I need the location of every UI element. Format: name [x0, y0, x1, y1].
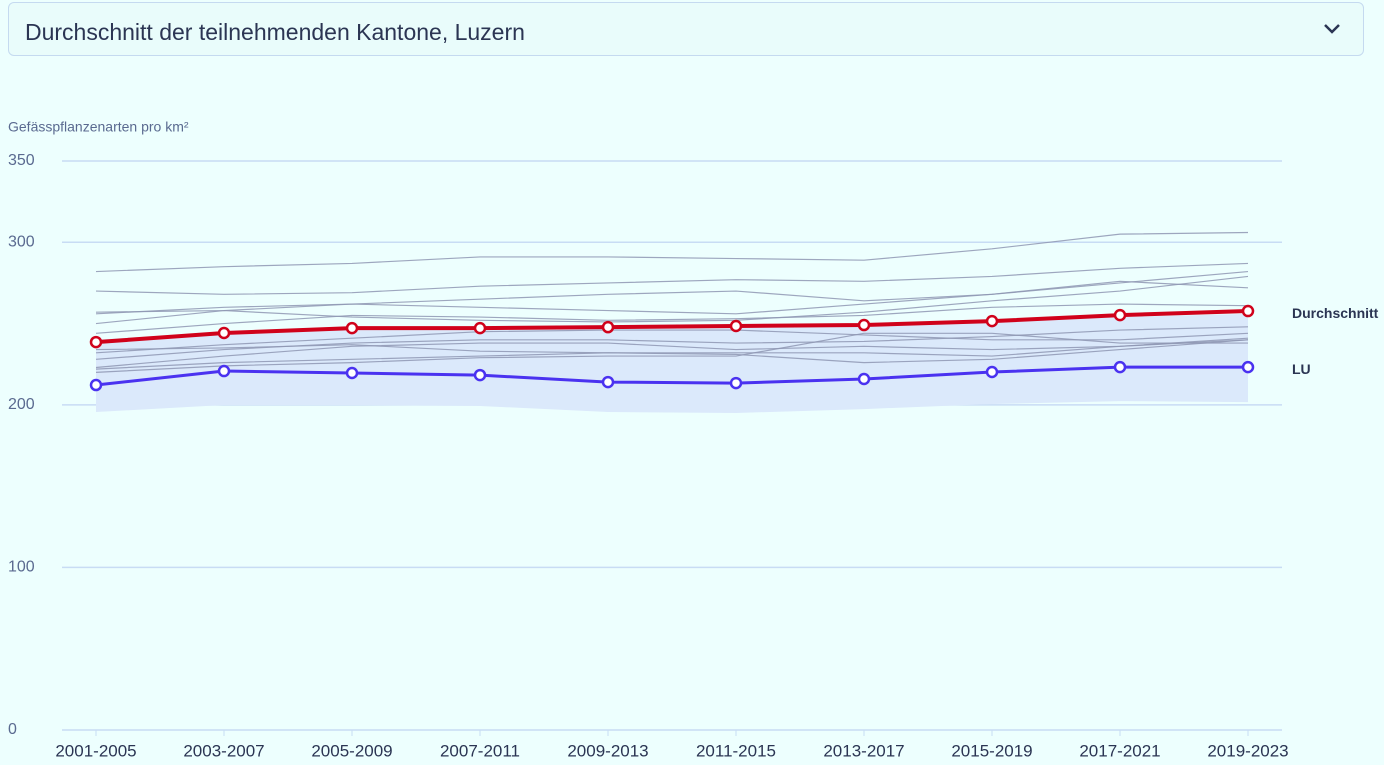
point [1241, 304, 1255, 318]
canton-line [95, 339, 1249, 369]
point [985, 314, 999, 328]
canton-line [95, 231, 1249, 273]
point [217, 364, 231, 378]
series-line [95, 365, 1248, 387]
series-end-label: LU [1292, 361, 1311, 377]
dropdown[interactable]: Durchschnitt der teilnehmenden Kantone, … [8, 2, 1364, 56]
x-tick-label: 2017-2021 [1079, 741, 1160, 760]
series-line [95, 309, 1249, 345]
range-band [96, 313, 1248, 413]
canton-line [95, 339, 1249, 370]
point [1113, 308, 1127, 322]
canton-line [95, 275, 1249, 325]
x-tick-label: 2015-2019 [951, 741, 1032, 760]
chevron [1324, 24, 1340, 34]
y-tick-label: 300 [8, 234, 35, 251]
point [729, 376, 743, 390]
x-tick-label: 2005-2009 [311, 741, 392, 760]
point [473, 321, 487, 335]
x-tick-label: 2001-2005 [55, 741, 136, 760]
point [89, 335, 103, 349]
point [345, 321, 359, 335]
x-tick-label: 2019-2023 [1207, 741, 1288, 760]
y-tick-label: 350 [8, 152, 35, 169]
y-tick-label: 0 [8, 721, 17, 738]
x-tick-label: 2011-2015 [696, 741, 776, 760]
series-end-label: Durchschnitt [1292, 305, 1379, 321]
point [857, 372, 871, 386]
x-tick-label: 2007-2011 [440, 741, 520, 760]
x-tick-label: 2009-2013 [567, 741, 648, 760]
point [217, 326, 231, 340]
point [985, 365, 999, 379]
point [1241, 360, 1255, 374]
point [89, 378, 103, 392]
y-tick-label: 200 [8, 396, 35, 413]
canton-line [95, 303, 1249, 334]
x-tick-label: 2003-2007 [183, 741, 264, 760]
point [857, 318, 871, 332]
canton-line [95, 280, 1249, 315]
point [1113, 360, 1127, 374]
point [345, 366, 359, 380]
canton-line [95, 262, 1249, 295]
point [729, 319, 743, 333]
canton-line [95, 270, 1249, 315]
point [601, 375, 615, 389]
canton-line [95, 337, 1249, 357]
canton-line [95, 329, 1249, 354]
point [473, 368, 487, 382]
dropdown-selected: Durchschnitt der teilnehmenden Kantone, … [25, 19, 525, 45]
canton-line [95, 332, 1248, 373]
point [601, 320, 615, 334]
x-tick-label: 2013-2017 [823, 741, 904, 760]
y-tick-label: 100 [8, 559, 35, 576]
y-axis-label: Gefässpflanzenarten pro km² [8, 119, 189, 135]
